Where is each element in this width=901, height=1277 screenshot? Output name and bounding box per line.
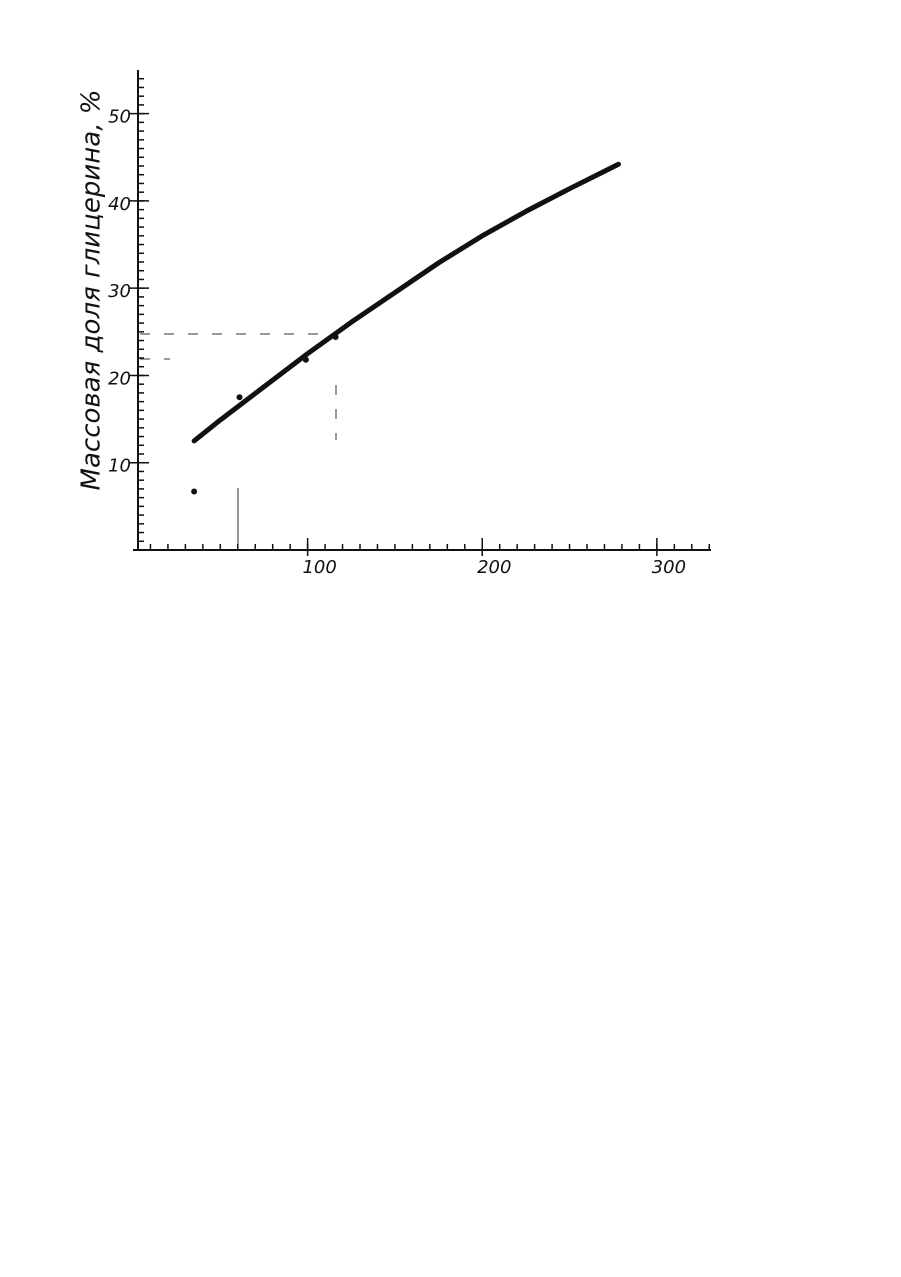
data-point (237, 394, 243, 400)
data-point (333, 334, 339, 340)
x-tick-label: 100 (302, 557, 336, 578)
curve (194, 164, 618, 441)
y-tick-label: 40 (108, 194, 131, 215)
y-tick-label: 50 (108, 107, 131, 128)
data-point (303, 357, 309, 363)
y-axis-label: Массовая доля глицерина, % (77, 90, 107, 491)
data-point (191, 489, 197, 495)
y-tick-label: 20 (108, 368, 131, 389)
y-tick-label: 30 (108, 281, 131, 302)
page: {"chart_data": {"type": "line", "y_label… (0, 0, 901, 1273)
x-tick-label: 200 (477, 557, 511, 578)
y-tick-label: 10 (108, 456, 131, 477)
chart: Массовая доля глицерина, % 100 200 300 10 20… (0, 0, 901, 1273)
x-tick-label: 300 (652, 557, 686, 578)
